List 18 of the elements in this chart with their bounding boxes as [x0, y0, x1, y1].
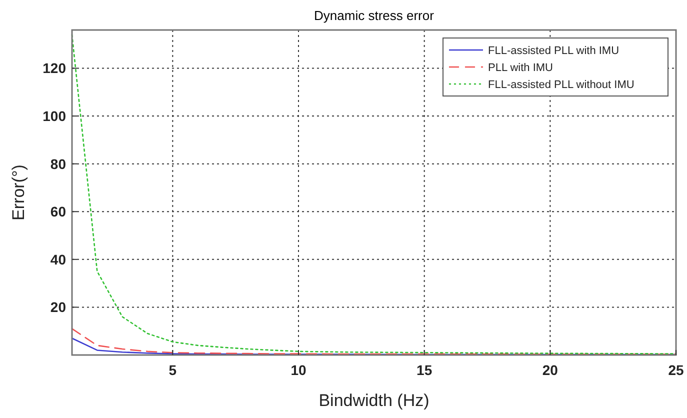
- y-tick-label: 100: [42, 108, 66, 124]
- y-tick-label: 20: [50, 299, 66, 316]
- legend-label: FLL-assisted PLL without IMU: [488, 79, 634, 91]
- x-tick-label: 15: [416, 362, 432, 378]
- x-tick-label: 25: [668, 362, 684, 378]
- chart-title: Dynamic stress error: [314, 8, 435, 23]
- x-tick-label: 10: [290, 362, 306, 378]
- y-tick-label: 60: [50, 204, 66, 220]
- y-axis-title: Error(°): [9, 164, 28, 220]
- x-tick-label: 5: [168, 362, 177, 378]
- x-axis-title: Bindwidth (Hz): [318, 391, 430, 410]
- line-series: [71, 328, 677, 355]
- y-tick-label: 80: [50, 156, 66, 172]
- legend-label: PLL with IMU: [488, 62, 554, 74]
- y-tick-label: 120: [42, 60, 66, 76]
- legend-label: FLL-assisted PLL with IMU: [488, 45, 620, 57]
- y-tick-label: 40: [50, 251, 66, 268]
- x-tick-label: 20: [542, 362, 558, 378]
